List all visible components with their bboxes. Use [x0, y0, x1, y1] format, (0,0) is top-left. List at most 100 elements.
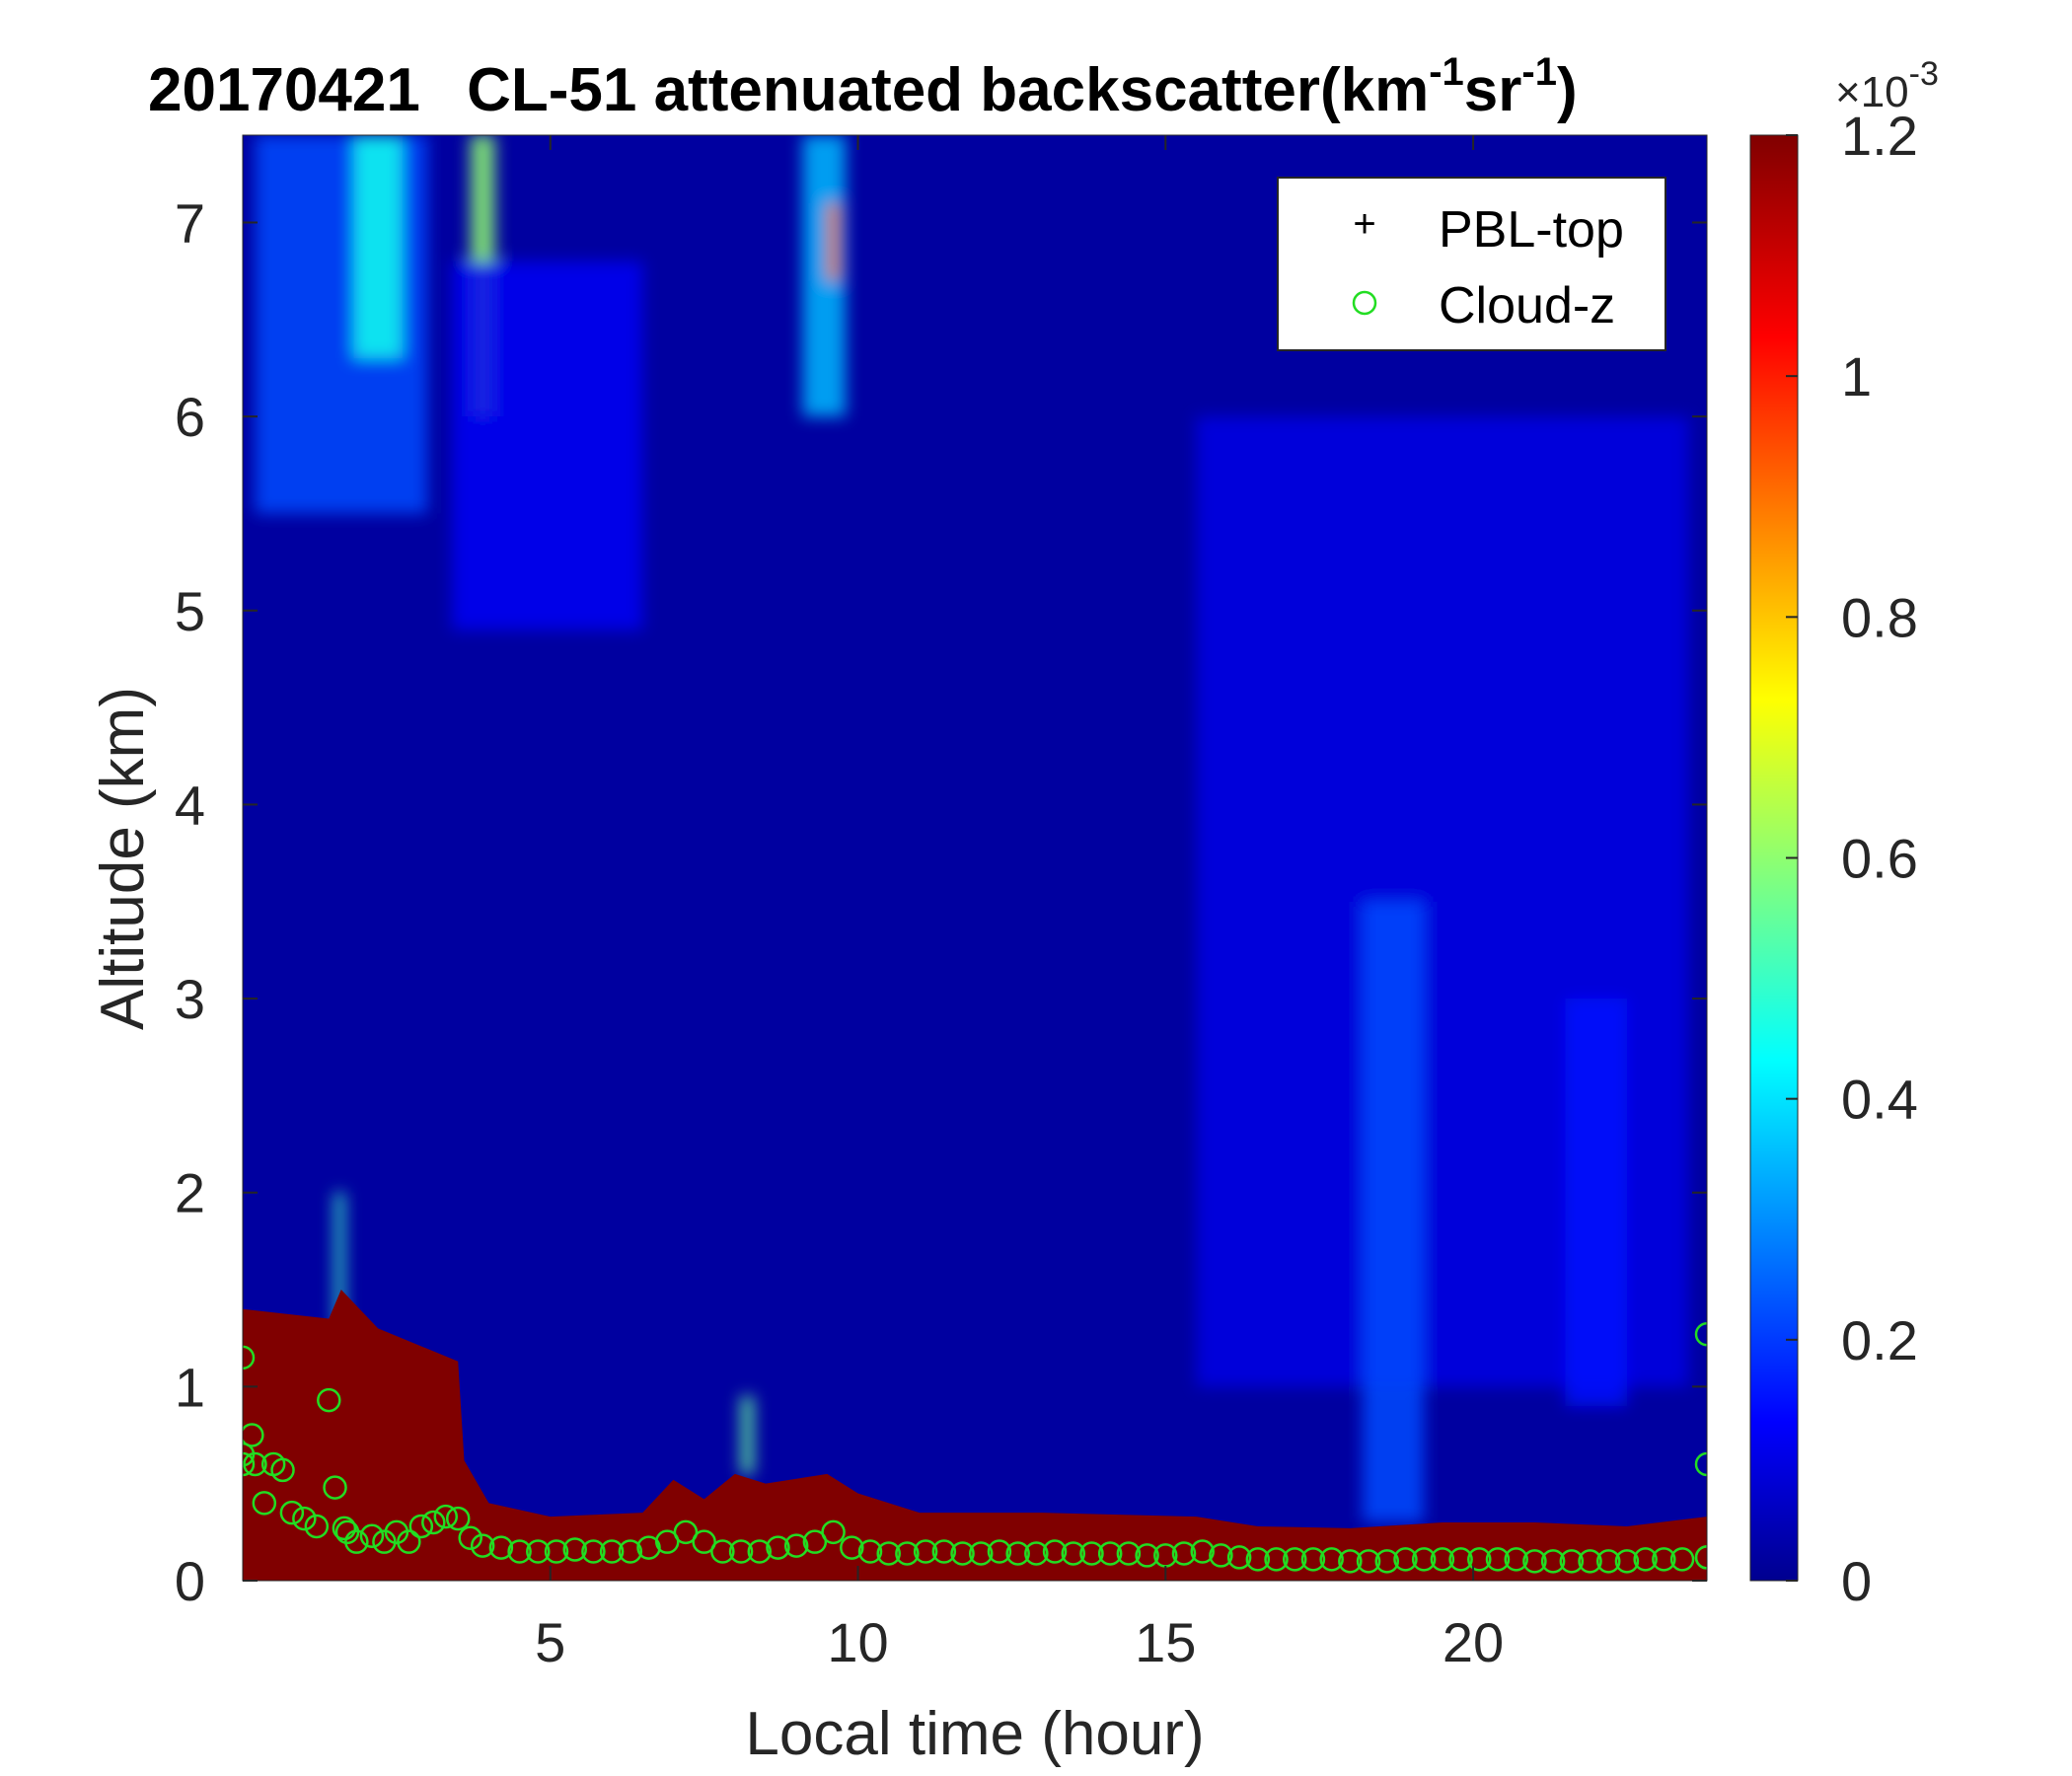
title-sup1: -1 — [1429, 50, 1464, 94]
heatmap-plume-1 — [353, 135, 404, 359]
cloud-z-point — [747, 1539, 773, 1564]
colorbar-ticks: 0 0.2 0.4 0.6 0.8 1 1.2 — [1786, 105, 1918, 1612]
cloud-z-point — [1135, 1543, 1159, 1568]
cloud-z-point — [1226, 1545, 1252, 1570]
title-date: 20170421 — [148, 56, 420, 124]
title-mid: sr — [1464, 56, 1522, 124]
cloud-z-point — [458, 1525, 482, 1550]
heatmap-plume-7 — [1362, 901, 1425, 1523]
cloud-z-point — [507, 1539, 532, 1564]
heatmap-plumes — [243, 135, 1689, 1581]
multiplier-exp: -3 — [1909, 55, 1939, 93]
legend-pbl-marker: + — [1353, 202, 1375, 246]
cloud-z-point — [766, 1535, 790, 1560]
cloud-z-point — [332, 1516, 357, 1541]
cloud-z-point — [968, 1541, 994, 1566]
chart-title: 20170421 CL-51 attenuated backscatter(km… — [148, 50, 1578, 124]
plot-area — [243, 135, 1707, 1581]
cloud-z-point — [359, 1523, 385, 1549]
cloud-z-point — [876, 1541, 901, 1566]
colorbar-tick-label: 1 — [1841, 345, 1872, 407]
cloud-z-point — [1374, 1549, 1400, 1574]
heatmap-plume-3 — [452, 260, 643, 630]
title-main: CL-51 attenuated backscatter(km — [467, 56, 1429, 124]
cloud-z-point — [840, 1535, 864, 1560]
cloud-z-point — [1024, 1541, 1049, 1566]
cloud-z-point — [1393, 1547, 1418, 1572]
cloud-z-markers — [243, 1322, 1707, 1574]
cloud-z-point — [1522, 1549, 1547, 1574]
plot-frame — [242, 134, 1708, 1582]
cloud-z-point — [1319, 1547, 1344, 1572]
cloud-z-point — [710, 1539, 735, 1564]
cloud-z-point — [654, 1529, 680, 1554]
cloud-z-point — [1595, 1549, 1621, 1574]
cloud-z-point — [488, 1535, 514, 1560]
cloud-z-point — [1540, 1549, 1566, 1574]
cloud-z-point — [433, 1504, 459, 1529]
cloud-z-point — [562, 1537, 587, 1562]
cloud-z-point — [1209, 1543, 1233, 1568]
cloud-z-point — [987, 1539, 1012, 1564]
cloud-z-point — [692, 1529, 716, 1554]
cloud-z-point — [913, 1539, 938, 1564]
cloud-z-point — [397, 1529, 421, 1554]
cloud-z-point — [1411, 1547, 1437, 1572]
title-sup2: -1 — [1521, 50, 1557, 94]
cloud-z-point — [821, 1519, 846, 1545]
cloud-z-point — [421, 1510, 446, 1535]
cloud-z-point — [323, 1475, 347, 1500]
x-tick-label: 5 — [535, 1611, 565, 1673]
cloud-z-point — [1300, 1547, 1326, 1572]
heatmap-plume-9 — [741, 1396, 754, 1474]
cloud-z-point — [1504, 1547, 1528, 1572]
cloud-z-point — [544, 1539, 569, 1564]
cloud-z-point — [243, 1423, 264, 1447]
cloud-z-point — [1097, 1541, 1123, 1566]
heatmap-plume-10 — [334, 1192, 344, 1329]
colorbar-multiplier: ×10-3 — [1835, 55, 1939, 116]
cloud-z-point — [1485, 1547, 1511, 1572]
legend-pbl-label: PBL-top — [1439, 201, 1624, 259]
y-tick-label: 4 — [175, 774, 205, 836]
cloud-z-point — [270, 1457, 295, 1483]
cloud-z-point — [344, 1529, 369, 1554]
y-tick-label: 6 — [175, 386, 205, 448]
cloud-z-point — [252, 1491, 277, 1516]
cloud-z-point — [1079, 1541, 1104, 1566]
y-axis: 0 1 2 3 4 5 6 7 — [175, 191, 1707, 1612]
cloud-z-point — [1448, 1547, 1473, 1572]
legend-cloud-label: Cloud-z — [1439, 277, 1615, 334]
cloud-z-point — [950, 1541, 975, 1566]
cloud-z-point — [728, 1539, 754, 1564]
x-axis-title: Local time (hour) — [745, 1700, 1204, 1768]
y-tick-label: 2 — [175, 1162, 205, 1224]
cloud-z-point — [470, 1533, 495, 1558]
cloud-z-point — [445, 1506, 471, 1531]
cloud-z-point — [1190, 1539, 1215, 1564]
cloud-z-point — [1005, 1541, 1030, 1566]
cloud-z-point — [802, 1529, 828, 1554]
cloud-z-point — [1338, 1549, 1363, 1574]
cloud-z-point — [581, 1539, 606, 1564]
x-axis: 5 10 15 20 — [535, 135, 1504, 1673]
cloud-z-point — [618, 1539, 643, 1564]
cloud-z-point — [1042, 1539, 1068, 1564]
colorbar-tick-label: 0.2 — [1841, 1309, 1918, 1371]
heatmap-plume-8 — [1565, 999, 1627, 1407]
cloud-z-point — [243, 1451, 267, 1477]
cloud-z-point — [1245, 1547, 1271, 1572]
colorbar-tick-label: 0.8 — [1841, 586, 1918, 648]
y-tick-label: 3 — [175, 968, 205, 1030]
cloud-z-point — [243, 1451, 256, 1477]
cloud-z-point — [1633, 1547, 1658, 1572]
cloud-z-point — [1430, 1547, 1455, 1572]
legend: + PBL-top Cloud-z — [1277, 177, 1666, 351]
cloud-z-point — [526, 1539, 551, 1564]
cloud-z-point — [1116, 1541, 1142, 1566]
cloud-z-point — [1559, 1549, 1585, 1574]
cloud-z-point — [1694, 1322, 1707, 1347]
cloud-z-point — [1652, 1547, 1676, 1572]
cloud-z-point — [599, 1539, 625, 1564]
cloud-z-point — [279, 1500, 305, 1525]
